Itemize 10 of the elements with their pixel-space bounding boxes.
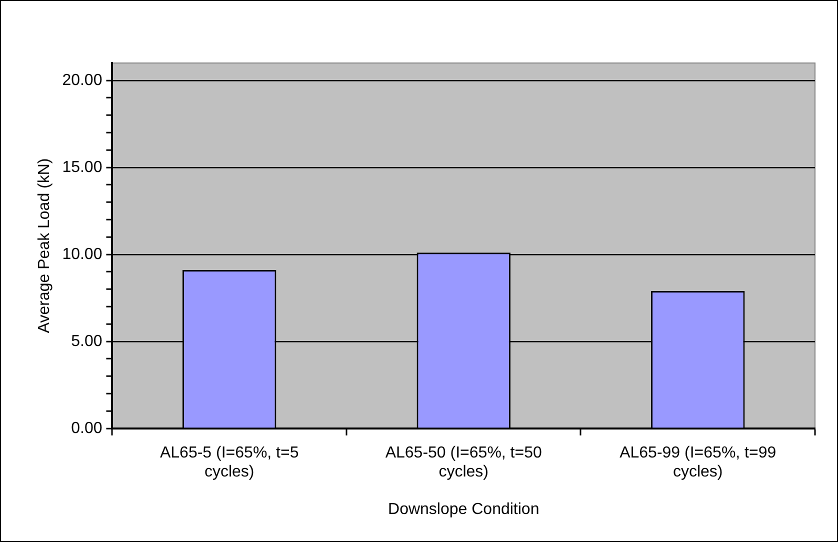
x-tick-label: AL65-99 (I=65%, t=99 cycles) <box>620 444 776 481</box>
x-tick-label: AL65-50 (I=65%, t=50 cycles) <box>385 444 542 481</box>
y-tick-label: 0.00 <box>71 420 102 437</box>
y-tick-label: 5.00 <box>71 332 102 350</box>
x-tick-label: AL65-5 (I=65%, t=5 cycles) <box>160 444 299 481</box>
y-tick-label: 15.00 <box>62 158 102 176</box>
y-tick-label: 20.00 <box>62 72 102 89</box>
y-axis-title: Average Peak Load (kN) <box>36 158 54 334</box>
x-axis-title: Downslope Condition <box>388 500 540 518</box>
y-tick-label: 10.00 <box>62 246 102 263</box>
